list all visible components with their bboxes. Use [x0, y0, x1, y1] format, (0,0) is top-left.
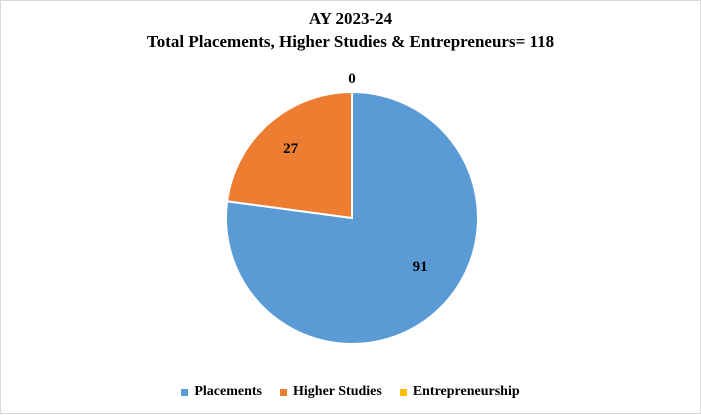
- legend-item: Placements: [181, 384, 262, 400]
- legend-swatch: [280, 388, 287, 396]
- legend-swatch: [399, 388, 407, 396]
- legend-label: Placements: [194, 384, 262, 399]
- legend-label: Entrepreneurship: [412, 384, 520, 399]
- pie-slice-higher-studies: [225, 90, 353, 220]
- chart-title: AY 2023-24: [308, 9, 393, 28]
- legend-item: Entrepreneurship: [399, 384, 520, 400]
- pie-slice-placements: [225, 90, 479, 345]
- data-label: 27: [283, 141, 299, 157]
- legend-swatch: [181, 388, 189, 396]
- legend-item: Higher Studies: [280, 384, 382, 400]
- legend: Placements Higher Studies Entrepreneurship: [1, 384, 700, 400]
- chart-subtitle: Total Placements, Higher Studies & Entre…: [146, 32, 555, 51]
- data-label: 91: [413, 259, 428, 275]
- legend-label: Higher Studies: [293, 384, 382, 399]
- data-label: 0: [348, 71, 356, 87]
